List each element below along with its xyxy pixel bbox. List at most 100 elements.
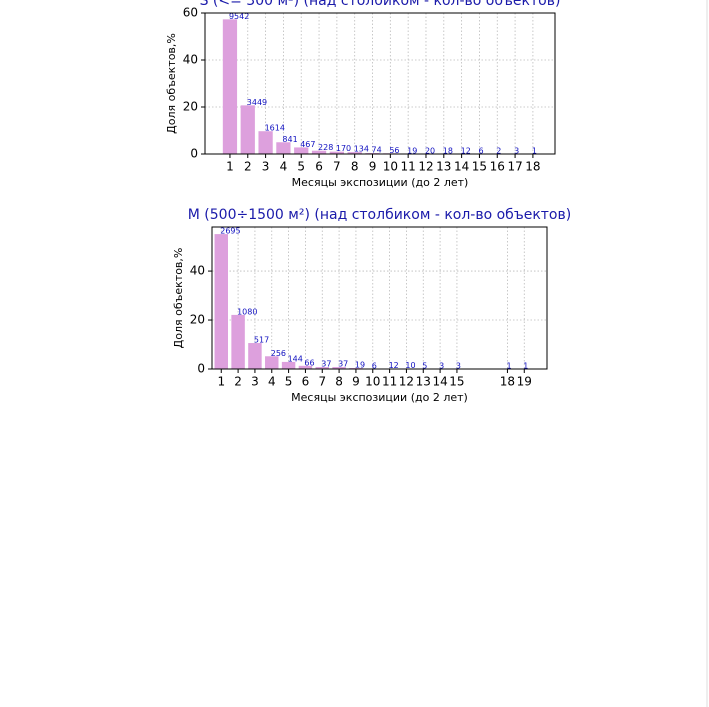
bar-annotation: 144 — [288, 354, 303, 363]
x-tick-label: 10 — [383, 160, 398, 174]
bar-annotation: 134 — [354, 145, 369, 154]
x-tick-label: 14 — [432, 375, 447, 389]
bar-annotation: 3 — [514, 146, 519, 155]
bar — [298, 365, 313, 369]
bar-annotation: 2 — [496, 146, 501, 155]
x-tick-label: 6 — [302, 375, 310, 389]
bar-annotation: 3 — [439, 361, 444, 370]
bar — [222, 19, 238, 154]
y-tick-label: 20 — [190, 313, 205, 327]
bar-annotation: 256 — [271, 349, 286, 358]
bar — [231, 314, 245, 369]
x-tick-label: 13 — [436, 160, 451, 174]
x-tick-label: 3 — [251, 375, 259, 389]
bar-annotation: 18 — [443, 146, 453, 155]
bar-annotation: 1 — [506, 361, 511, 370]
x-tick-label: 11 — [382, 375, 397, 389]
bar — [332, 367, 346, 369]
axes-frame — [211, 226, 548, 370]
bar-annotation: 3449 — [247, 98, 267, 107]
x-tick-label: 6 — [315, 160, 323, 174]
bar-annotation: 841 — [282, 135, 297, 144]
bar — [315, 367, 329, 369]
bar-annotation: 19 — [355, 361, 365, 370]
bar — [214, 234, 228, 369]
x-tick-label: 16 — [490, 160, 505, 174]
bar-annotation: 37 — [321, 360, 331, 369]
bar-annotation: 1080 — [237, 307, 257, 316]
y-tick-label: 20 — [183, 100, 198, 114]
x-tick-label: 12 — [399, 375, 414, 389]
x-tick-label: 13 — [416, 375, 431, 389]
x-tick-label: 2 — [234, 375, 242, 389]
y-tick-label: 40 — [190, 264, 205, 278]
x-tick-label: 12 — [418, 160, 433, 174]
bar-annotation: 6 — [478, 146, 483, 155]
x-tick-label: 19 — [517, 375, 532, 389]
bar — [240, 105, 255, 154]
y-axis-label: Доля объектов,% — [172, 248, 185, 349]
x-tick-label: 4 — [280, 160, 288, 174]
x-tick-label: 1 — [226, 160, 234, 174]
x-tick-label: 17 — [507, 160, 522, 174]
bar-annotation: 9542 — [229, 12, 249, 21]
axes-frame — [204, 12, 556, 155]
bar-annotation: 12 — [461, 146, 471, 155]
y-tick-label: 0 — [190, 147, 198, 161]
bar-annotation: 37 — [338, 360, 348, 369]
x-tick-label: 2 — [244, 160, 252, 174]
bar-annotation: 170 — [336, 144, 351, 153]
x-tick-label: 7 — [333, 160, 341, 174]
y-tick-label: 0 — [197, 362, 205, 376]
bar-annotation: 5 — [422, 361, 427, 370]
bar-annotation: 6 — [372, 361, 377, 370]
y-tick-label: 40 — [183, 53, 198, 67]
bar-annotation: 2695 — [220, 227, 240, 236]
bar-annotation: 517 — [254, 336, 269, 345]
bar — [311, 150, 327, 154]
x-axis-label: Месяцы экспозиции (до 2 лет) — [292, 176, 469, 189]
x-tick-label: 15 — [449, 375, 464, 389]
x-tick-label: 18 — [500, 375, 515, 389]
x-tick-label: 18 — [525, 160, 540, 174]
y-tick-label: 60 — [183, 6, 198, 20]
x-tick-label: 11 — [401, 160, 416, 174]
bar-annotation: 467 — [300, 140, 315, 149]
x-tick-label: 7 — [318, 375, 326, 389]
bar-annotation: 1 — [532, 146, 537, 155]
x-tick-label: 10 — [365, 375, 380, 389]
bar — [281, 361, 296, 369]
bar — [347, 152, 362, 154]
bar — [248, 343, 262, 369]
x-tick-label: 9 — [352, 375, 360, 389]
chart-title: S (<= 300 м²) (над столбиком - кол-во об… — [200, 0, 561, 9]
bar-annotation: 1614 — [265, 124, 285, 133]
bar-annotation: 3 — [456, 361, 461, 370]
bar — [265, 356, 279, 369]
x-tick-label: 8 — [351, 160, 359, 174]
x-tick-label: 3 — [262, 160, 270, 174]
bar — [276, 142, 291, 154]
bar-annotation: 20 — [425, 146, 435, 155]
x-tick-label: 8 — [335, 375, 343, 389]
x-tick-label: 1 — [217, 375, 225, 389]
x-tick-label: 9 — [369, 160, 377, 174]
x-axis-label: Месяцы экспозиции (до 2 лет) — [291, 391, 468, 404]
bar-annotation: 12 — [389, 361, 399, 370]
x-tick-label: 4 — [268, 375, 276, 389]
bar — [258, 131, 273, 154]
bar-annotation: 56 — [389, 146, 399, 155]
x-tick-label: 5 — [297, 160, 305, 174]
y-axis-label: Доля объектов,% — [165, 33, 178, 134]
bar-annotation: 66 — [304, 358, 314, 367]
bar-annotation: 19 — [407, 146, 417, 155]
x-tick-label: 15 — [472, 160, 487, 174]
x-tick-label: 14 — [454, 160, 469, 174]
chart-title: M (500÷1500 м²) (над столбиком - кол-во … — [188, 207, 571, 223]
bar-annotation: 228 — [318, 143, 333, 152]
bar — [329, 151, 345, 154]
x-tick-label: 5 — [285, 375, 293, 389]
bar-annotation: 10 — [405, 361, 415, 370]
